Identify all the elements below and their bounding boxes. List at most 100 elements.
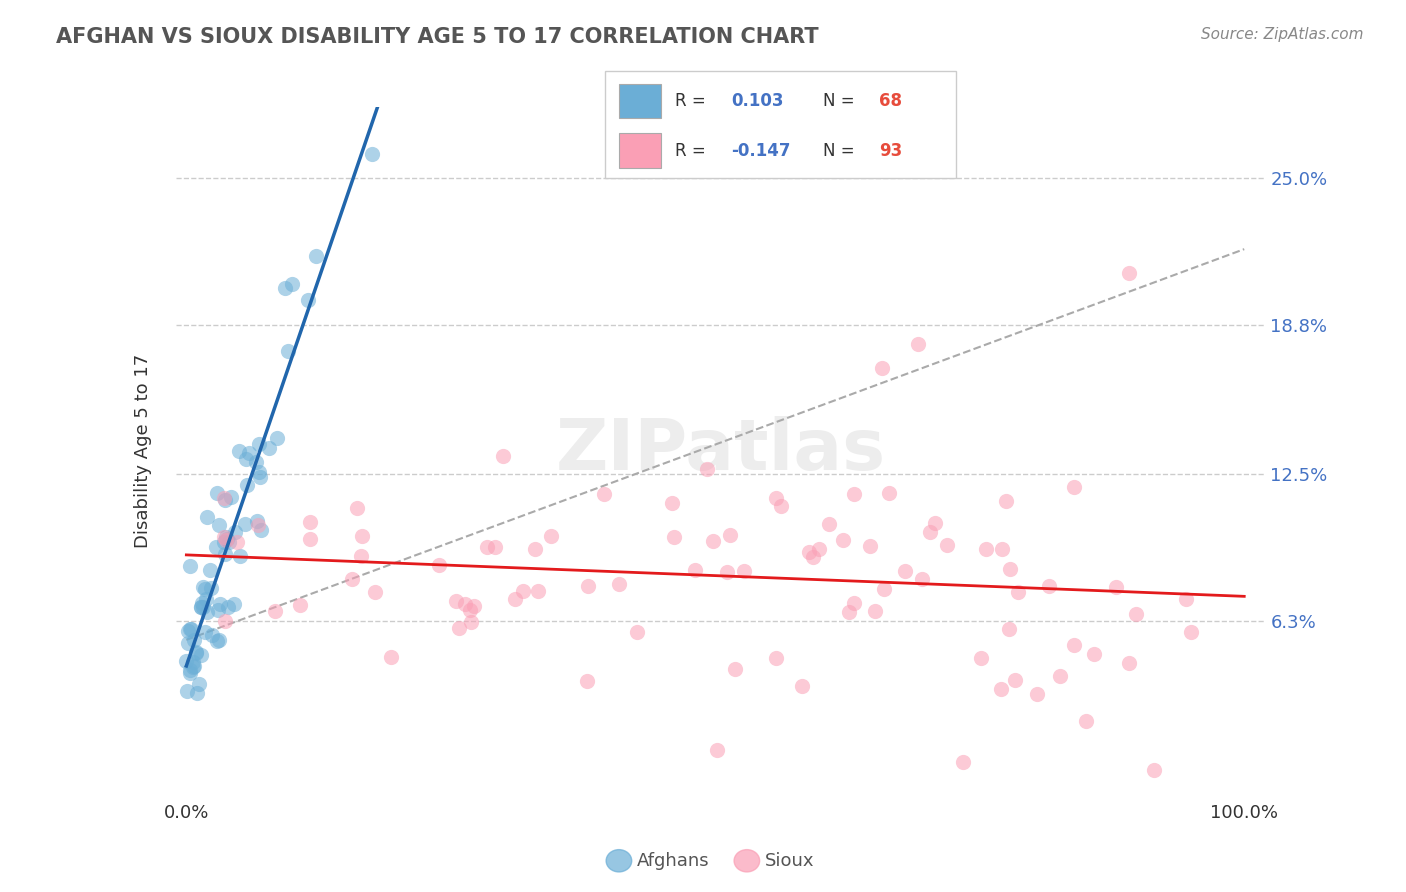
- Point: [186, 686, 208, 700]
- Text: R =: R =: [675, 93, 706, 111]
- Point: [214, 614, 236, 628]
- Point: [257, 441, 280, 455]
- Point: [1025, 687, 1047, 701]
- Point: [298, 532, 321, 546]
- Point: [661, 496, 683, 510]
- Point: [952, 755, 974, 769]
- Text: 93: 93: [879, 142, 903, 160]
- Point: [429, 558, 451, 573]
- Point: [247, 436, 270, 450]
- Point: [204, 541, 226, 555]
- Point: [1125, 607, 1147, 621]
- Point: [180, 622, 202, 636]
- Point: [184, 646, 207, 660]
- Point: [911, 573, 934, 587]
- Point: [205, 486, 228, 500]
- Point: [706, 743, 728, 757]
- Point: [288, 599, 311, 613]
- Point: [523, 542, 546, 557]
- Ellipse shape: [734, 849, 759, 872]
- Point: [274, 281, 297, 295]
- Point: [179, 664, 201, 678]
- Point: [364, 584, 387, 599]
- Point: [527, 583, 550, 598]
- Text: ZIPatlas: ZIPatlas: [555, 416, 886, 485]
- Point: [540, 528, 562, 542]
- Point: [179, 559, 201, 574]
- Point: [894, 565, 917, 579]
- Point: [201, 628, 224, 642]
- Point: [208, 597, 231, 611]
- Point: [177, 636, 200, 650]
- Point: [844, 596, 866, 610]
- Point: [297, 293, 319, 307]
- Point: [733, 564, 755, 578]
- FancyBboxPatch shape: [619, 84, 661, 119]
- Text: N =: N =: [823, 142, 853, 160]
- Point: [194, 582, 217, 596]
- Point: [1049, 669, 1071, 683]
- Point: [503, 592, 526, 607]
- Point: [920, 524, 942, 539]
- Point: [214, 491, 236, 505]
- Point: [1007, 585, 1029, 599]
- Point: [463, 599, 485, 613]
- Text: 68: 68: [879, 93, 901, 111]
- Point: [264, 604, 287, 618]
- Point: [249, 469, 271, 483]
- Point: [765, 650, 787, 665]
- Point: [873, 582, 896, 596]
- Point: [350, 529, 373, 543]
- Point: [235, 452, 257, 467]
- Point: [233, 517, 256, 532]
- FancyBboxPatch shape: [605, 71, 956, 178]
- Point: [449, 621, 471, 635]
- Point: [183, 633, 205, 648]
- Point: [208, 517, 231, 532]
- Point: [183, 659, 205, 673]
- Point: [217, 600, 239, 615]
- Point: [1038, 579, 1060, 593]
- Point: [576, 579, 599, 593]
- Point: [238, 446, 260, 460]
- Point: [361, 147, 384, 161]
- Point: [991, 542, 1014, 557]
- Text: R =: R =: [675, 142, 706, 160]
- Point: [512, 583, 534, 598]
- Point: [718, 527, 741, 541]
- Point: [842, 487, 865, 501]
- Point: [475, 540, 498, 554]
- Point: [1004, 673, 1026, 688]
- Point: [838, 605, 860, 619]
- Point: [245, 455, 267, 469]
- Point: [1105, 580, 1128, 594]
- Point: [724, 662, 747, 676]
- Point: [226, 534, 249, 549]
- Point: [970, 651, 993, 665]
- Point: [454, 597, 477, 611]
- Point: [484, 540, 506, 554]
- Point: [190, 599, 212, 614]
- Point: [818, 516, 841, 531]
- Point: [458, 603, 481, 617]
- Point: [179, 666, 201, 681]
- Point: [797, 545, 820, 559]
- Point: [212, 530, 235, 544]
- Point: [281, 277, 304, 291]
- Point: [205, 633, 228, 648]
- Text: Afghans: Afghans: [637, 852, 710, 870]
- Point: [277, 344, 299, 359]
- Text: N =: N =: [823, 93, 853, 111]
- Point: [1083, 647, 1105, 661]
- Point: [859, 539, 882, 553]
- Point: [702, 534, 724, 549]
- Point: [1118, 657, 1140, 671]
- Point: [380, 650, 402, 665]
- Point: [998, 562, 1021, 576]
- Point: [1063, 639, 1085, 653]
- Point: [219, 490, 242, 504]
- Point: [181, 656, 204, 670]
- Point: [990, 681, 1012, 696]
- Point: [177, 624, 200, 639]
- Point: [863, 604, 886, 618]
